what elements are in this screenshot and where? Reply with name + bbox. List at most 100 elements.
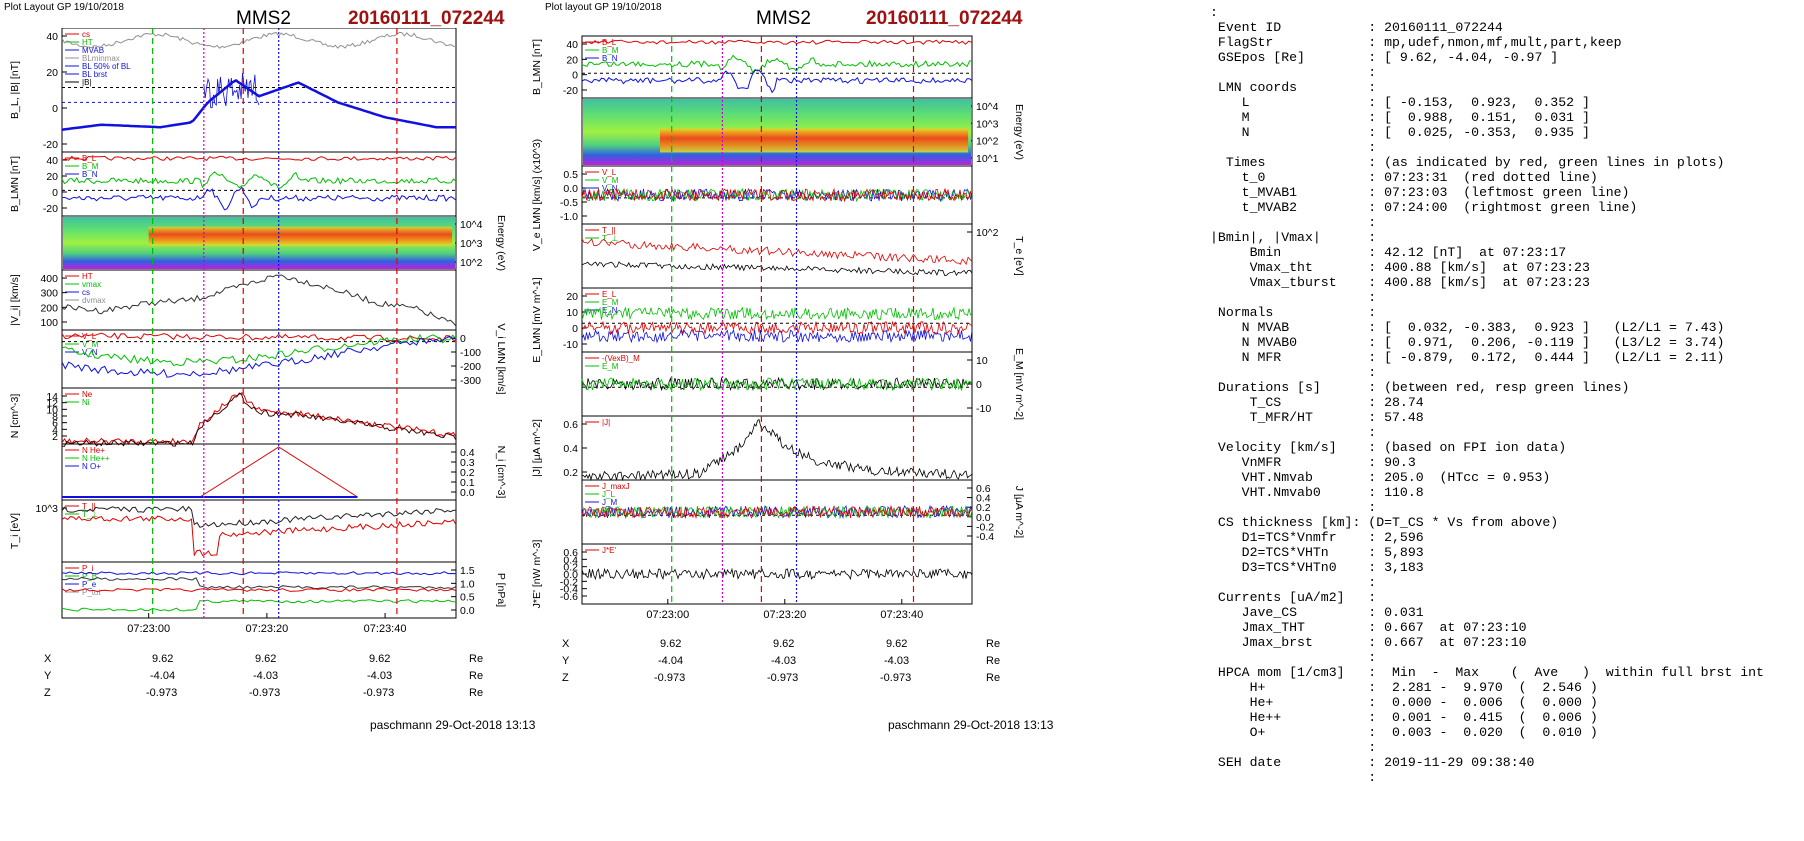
series-J (581, 418, 973, 482)
legend-label: B_M (82, 162, 99, 171)
pos-value: -4.03 (253, 670, 279, 682)
series-jlmn-2 (581, 504, 973, 520)
info-line: N MFR : [ -0.879, 0.172, 0.444 ] (L2/L1 … (1210, 350, 1725, 365)
y-tick-label: -0.4 (560, 584, 578, 596)
pos-value: -0.973 (767, 672, 799, 684)
info-line: He++ : 0.001 - 0.415 ( 0.006 ) (1210, 710, 1598, 725)
y-tick-label: 14 (46, 391, 58, 403)
y-tick-label: 12 (46, 398, 58, 410)
y-tick-label: 0.0 (976, 512, 991, 524)
series-|B| (61, 31, 457, 49)
legend-label: B_N (602, 54, 618, 63)
legend-label: Ne (82, 390, 93, 399)
y-tick-label: 0.2 (460, 467, 475, 479)
pos-value: -0.973 (363, 687, 395, 699)
info-line: : (1210, 770, 1377, 785)
y-axis-label-em: E_M [mV m^-2] (1013, 348, 1025, 420)
series-T-perp (61, 515, 457, 557)
y-axis-label-blmn: B_LMN [nT] (531, 39, 543, 95)
legend-label: HT (82, 272, 93, 281)
info-line: : (1210, 740, 1377, 755)
x-tick-label: 07:23:00 (127, 623, 170, 635)
y-axis-label-p: P [nPa] (495, 573, 507, 607)
info-line: N MVAB0 : [ 0.971, 0.206, -0.119 ] (L3/L… (1210, 335, 1725, 350)
pos-value: -4.04 (150, 670, 176, 682)
legend-label: J*E' (602, 546, 616, 555)
info-line: Currents [uA/m2] : (1210, 590, 1377, 605)
series-T-par (61, 505, 457, 528)
pos-label: Y (44, 670, 52, 682)
y-axis-label-ve: V_e LMN [km/s] (x10^3) (531, 139, 543, 251)
y-tick-label: 0.5 (563, 169, 578, 181)
left-figure-header: Plot Layout GP 19/10/2018 (4, 2, 124, 13)
y-tick-label: 20 (46, 171, 58, 183)
series-em-0 (581, 376, 973, 392)
y-tick-label: -0.6 (560, 591, 578, 603)
info-line: VHT.Nmvab0 : 110.8 (1210, 485, 1424, 500)
pos-value: -0.973 (146, 687, 178, 699)
legend-label: V_M (602, 176, 619, 185)
info-line: t_MVAB2 : 07:24:00 (rightmost green line… (1210, 200, 1638, 215)
series-elmn-2 (581, 320, 973, 336)
pos-label: Y (562, 655, 570, 667)
legend-label: J_M (602, 498, 617, 507)
info-line: Jave_CS : 0.031 (1210, 605, 1424, 620)
y-tick-label: 10^2 (976, 227, 999, 239)
info-line: Jmax_THT : 0.667 at 07:23:10 (1210, 620, 1527, 635)
series-Ptot (61, 576, 457, 590)
series-em-1 (581, 377, 973, 392)
legend-label: cs (82, 30, 90, 39)
series-jlmn-1 (581, 505, 973, 520)
info-line: O+ : 0.003 - 0.020 ( 0.010 ) (1210, 725, 1598, 740)
x-tick-label: 07:23:20 (763, 609, 806, 621)
info-line: t_MVAB1 : 07:23:03 (leftmost green line) (1210, 185, 1630, 200)
info-line: D2=TCS*VHTn : 5,893 (1210, 545, 1424, 560)
left-figure-title: MMS2 (236, 8, 291, 29)
info-line: : (1210, 500, 1377, 515)
info-line: He+ : 0.000 - 0.006 ( 0.000 ) (1210, 695, 1598, 710)
y-tick-label: 100 (40, 317, 58, 329)
pos-value: -0.973 (880, 672, 912, 684)
y-axis-label-n: N [cm^-3] (9, 394, 21, 439)
pos-label: Z (562, 672, 569, 684)
legend-label: -(VexB)_M (602, 354, 640, 363)
info-line: M : [ 0.988, 0.151, 0.031 ] (1210, 110, 1590, 125)
legend-label: N He+ (82, 446, 105, 455)
y-tick-label: 0.6 (563, 419, 578, 431)
y-tick-label: 10 (976, 355, 988, 367)
series-Te-par (581, 238, 973, 266)
y-axis-label-ni: N_i [cm^-3] (495, 446, 507, 499)
legend-label: V_M (82, 340, 99, 349)
y-axis-label-vilmn: V_i LMN [km/s] (495, 323, 507, 394)
legend-label: V_L (602, 168, 617, 177)
legend-label: B_M (602, 46, 619, 55)
series-PB (61, 587, 457, 593)
y-tick-label: 10^2 (460, 257, 483, 269)
pos-value: -4.03 (771, 655, 797, 667)
y-tick-label: 40 (46, 31, 58, 43)
series-BN (61, 186, 457, 211)
left-figure-footer: paschmann 29-Oct-2018 13:13 (370, 718, 536, 732)
y-tick-label: 1.0 (460, 578, 475, 590)
info-line: : (1210, 290, 1377, 305)
legend-label: cs (82, 288, 90, 297)
info-line: Times : (as indicated by red, green line… (1210, 155, 1725, 170)
series-VM (61, 333, 457, 367)
pos-value: 9.62 (369, 653, 391, 665)
y-tick-label: 10 (566, 307, 578, 319)
legend-label: J_maxJ (602, 482, 630, 491)
y-tick-label: 2 (52, 431, 58, 443)
x-tick-label: 07:23:00 (646, 609, 689, 621)
pos-unit: Re (469, 687, 484, 699)
series-BM (581, 54, 973, 74)
y-tick-label: 0.0 (460, 605, 475, 617)
legend-label: BLminmax (82, 54, 120, 63)
info-line: : (1210, 215, 1377, 230)
info-line: Vmax_tht : 400.88 [km/s] at 07:23:23 (1210, 260, 1590, 275)
y-tick-label: 10^4 (460, 219, 483, 231)
y-tick-label: 0.3 (460, 457, 475, 469)
y-axis-label-ti: T_i [eV] (9, 513, 21, 549)
spectrogram-hot-band (148, 226, 453, 246)
y-tick-label: 20 (566, 54, 578, 66)
